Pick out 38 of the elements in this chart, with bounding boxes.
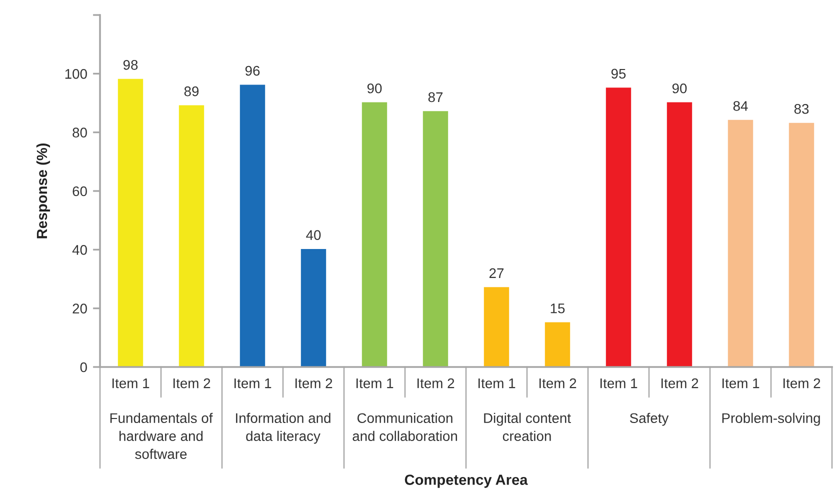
x-tick-label: Fundamentals of hardware and software (110, 412, 213, 459)
text: Item 1 (356, 378, 394, 388)
data-label: 95 (611, 68, 626, 79)
y-tick-label: 40 (72, 245, 87, 255)
x-tick-label: Information and data literacy (236, 412, 330, 444)
text: Item 2 (539, 378, 576, 388)
data-label: 27 (489, 268, 504, 278)
data-label: 96 (245, 66, 260, 76)
x-tick-label: Digital content creation (484, 412, 571, 442)
data-label: 90 (367, 83, 382, 94)
text: Item 1 (600, 378, 638, 388)
x-axis-title: Competency Area (404, 474, 528, 488)
y-tick-label: 80 (72, 128, 87, 138)
text: Item 2 (295, 378, 332, 388)
y-tick-label: 100 (65, 69, 87, 79)
x-tick-label: Problem-solving (722, 412, 820, 426)
series-label: Item 1 (234, 378, 272, 388)
y-tick-label: 20 (72, 304, 87, 314)
y-tick-label: 0 (80, 362, 87, 372)
data-label: 87 (428, 92, 443, 102)
series-label: Item 2 (173, 378, 210, 388)
data-label: 15 (550, 304, 565, 314)
data-label: 98 (123, 60, 138, 70)
data-label: 89 (184, 86, 199, 96)
text: Item 2 (783, 378, 820, 388)
text: Item 1 (478, 378, 516, 388)
y-axis-title: Response (%) (36, 144, 50, 238)
text: Item 1 (112, 378, 150, 388)
x-tick-label: Safety (630, 412, 669, 426)
text: Item 1 (722, 378, 760, 388)
x-tick-label: Communication and collaboration (352, 412, 457, 442)
text: Item 2 (417, 378, 454, 388)
data-label: 40 (306, 230, 321, 240)
data-label: 90 (672, 83, 687, 94)
data-label: 83 (794, 104, 809, 114)
y-tick-label: 60 (72, 186, 87, 196)
data-label: 84 (733, 101, 748, 111)
text: Item 2 (661, 378, 698, 388)
